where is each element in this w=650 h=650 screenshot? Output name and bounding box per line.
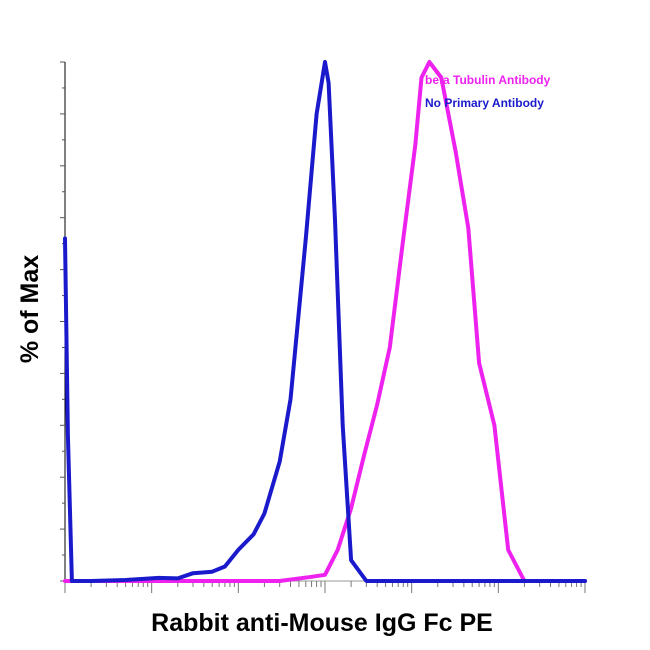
x-axis-label: Rabbit anti-Mouse IgG Fc PE [151, 609, 493, 637]
legend-item-beta-tubulin: beta Tubulin Antibody [425, 73, 551, 87]
y-axis-label: % of Max [16, 255, 44, 363]
series-group [63, 60, 587, 583]
legend: beta Tubulin Antibody No Primary Antibod… [425, 73, 551, 110]
series-line-beta-tubulin [63, 60, 587, 583]
series-line-no-primary [63, 60, 587, 583]
legend-item-no-primary: No Primary Antibody [425, 96, 544, 110]
axes [60, 61, 586, 593]
